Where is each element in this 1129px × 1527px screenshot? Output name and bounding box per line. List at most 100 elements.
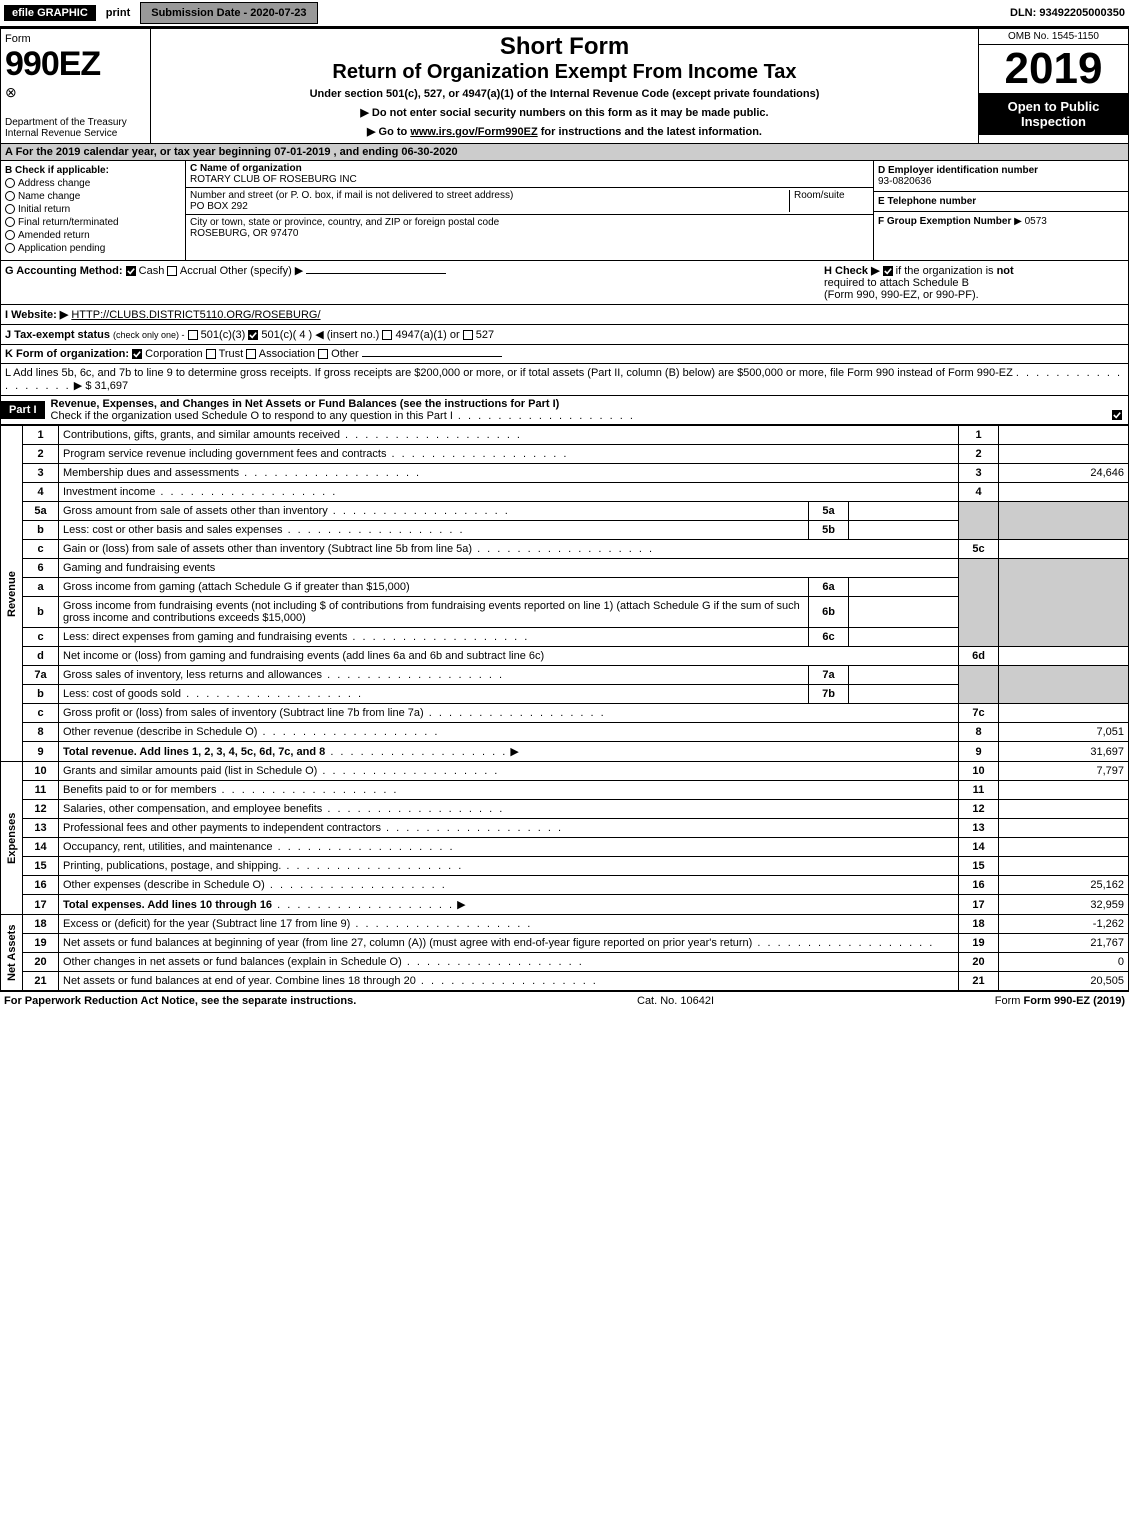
line-ref: 18 [959,915,999,934]
line-amt: 21,767 [999,934,1129,953]
line-ref: 16 [959,876,999,895]
opt-527: 527 [476,329,494,341]
checkbox-final-return[interactable] [5,217,15,227]
line-num: 5a [23,502,59,521]
line-desc: Other revenue (describe in Schedule O) [59,723,959,742]
website-link[interactable]: HTTP://CLUBS.DISTRICT5110.ORG/ROSEBURG/ [71,309,320,321]
submission-date: Submission Date - 2020-07-23 [140,2,317,24]
line-amt: 31,697 [999,742,1129,762]
line-desc: Gross amount from sale of assets other t… [59,502,809,521]
line-desc: Investment income [59,483,959,502]
line-desc: Net income or (loss) from gaming and fun… [59,647,959,666]
opt-501c3: 501(c)(3) [201,329,246,341]
line-num: 11 [23,781,59,800]
j-note: (check only one) - [113,330,185,340]
line-num: 6 [23,559,59,578]
h-text-1: if the organization is [896,265,997,277]
efile-link[interactable]: efile GRAPHIC [4,5,96,21]
gray-cell [999,502,1129,540]
line-num: b [23,685,59,704]
line-desc: Gross profit or (loss) from sales of inv… [59,704,959,723]
line-num: c [23,704,59,723]
line-num: 21 [23,972,59,991]
opt-pending: Application pending [18,243,105,254]
goto-link[interactable]: www.irs.gov/Form990EZ [410,126,537,138]
expenses-side-label: Expenses [1,762,23,915]
ssn-note: ▶ Do not enter social security numbers o… [155,106,974,119]
form-number: 990EZ [5,45,146,84]
checkbox-other-org[interactable] [318,349,328,359]
checkbox-name-change[interactable] [5,191,15,201]
box-c: C Name of organization ROTARY CLUB OF RO… [186,161,873,260]
row-a-tax-year: A For the 2019 calendar year, or tax yea… [0,144,1129,161]
opt-corp: Corporation [145,348,202,360]
checkbox-part1-sched-o[interactable] [1112,410,1122,420]
checkbox-527[interactable] [463,330,473,340]
box-k-label: K Form of organization: [5,348,129,360]
form-title: Short Form [155,33,974,61]
checkbox-501c3[interactable] [188,330,198,340]
line-desc: Occupancy, rent, utilities, and maintena… [59,838,959,857]
line-num: c [23,628,59,647]
form-header: Form 990EZ ⊗ Department of the Treasury … [0,28,1129,144]
checkbox-accrual[interactable] [167,266,177,276]
line-num: 16 [23,876,59,895]
city-label: City or town, state or province, country… [190,217,499,228]
checkbox-4947[interactable] [382,330,392,340]
line-desc: Total expenses. Add lines 10 through 16 … [59,895,959,915]
checkbox-initial-return[interactable] [5,204,15,214]
opt-address-change: Address change [18,178,90,189]
line-num: 9 [23,742,59,762]
line-num: 14 [23,838,59,857]
line-desc: Gross income from fundraising events (no… [59,597,809,628]
checkbox-corp[interactable] [132,349,142,359]
box-b: B Check if applicable: Address change Na… [1,161,186,260]
line-desc: Net assets or fund balances at end of ye… [59,972,959,991]
group-exemption-value: ▶ 0573 [1014,216,1047,227]
revenue-side-label: Revenue [1,426,23,762]
checkbox-address-change[interactable] [5,178,15,188]
l-amount: ▶ $ 31,697 [74,380,128,392]
line-desc: Salaries, other compensation, and employ… [59,800,959,819]
line-ref: 17 [959,895,999,915]
line-num: a [23,578,59,597]
gray-cell [999,666,1129,704]
line-desc: Less: cost or other basis and sales expe… [59,521,809,540]
box-g-label: G Accounting Method: [5,265,123,277]
line-ref: 4 [959,483,999,502]
line-amt [999,540,1129,559]
line-ref: 11 [959,781,999,800]
line-amt: 0 [999,953,1129,972]
form-ref: Form Form 990-EZ (2019) [995,995,1125,1007]
line-desc: Gross sales of inventory, less returns a… [59,666,809,685]
other-org-input[interactable] [362,356,502,357]
page-footer: For Paperwork Reduction Act Notice, see … [0,991,1129,1010]
street-value: PO BOX 292 [190,201,248,212]
checkbox-cash[interactable] [126,266,136,276]
opt-4947: 4947(a)(1) or [395,329,459,341]
line-amt [999,483,1129,502]
line-desc: Program service revenue including govern… [59,445,959,464]
cat-no: Cat. No. 10642I [637,995,714,1007]
checkbox-assoc[interactable] [246,349,256,359]
line-amt [999,800,1129,819]
line-num: 13 [23,819,59,838]
sub-ref: 7b [809,685,849,704]
line-num: 19 [23,934,59,953]
checkbox-h[interactable] [883,266,893,276]
other-specify-input[interactable] [306,273,446,274]
line-ref: 3 [959,464,999,483]
line-num: b [23,521,59,540]
opt-final-return: Final return/terminated [18,217,119,228]
line-amt [999,445,1129,464]
line-amt [999,704,1129,723]
h-text-2: required to attach Schedule B [824,277,969,289]
line-desc: Professional fees and other payments to … [59,819,959,838]
line-num: d [23,647,59,666]
checkbox-amended[interactable] [5,230,15,240]
checkbox-501c[interactable] [248,330,258,340]
checkbox-pending[interactable] [5,243,15,253]
checkbox-trust[interactable] [206,349,216,359]
print-link[interactable]: print [100,5,136,21]
line-num: 3 [23,464,59,483]
